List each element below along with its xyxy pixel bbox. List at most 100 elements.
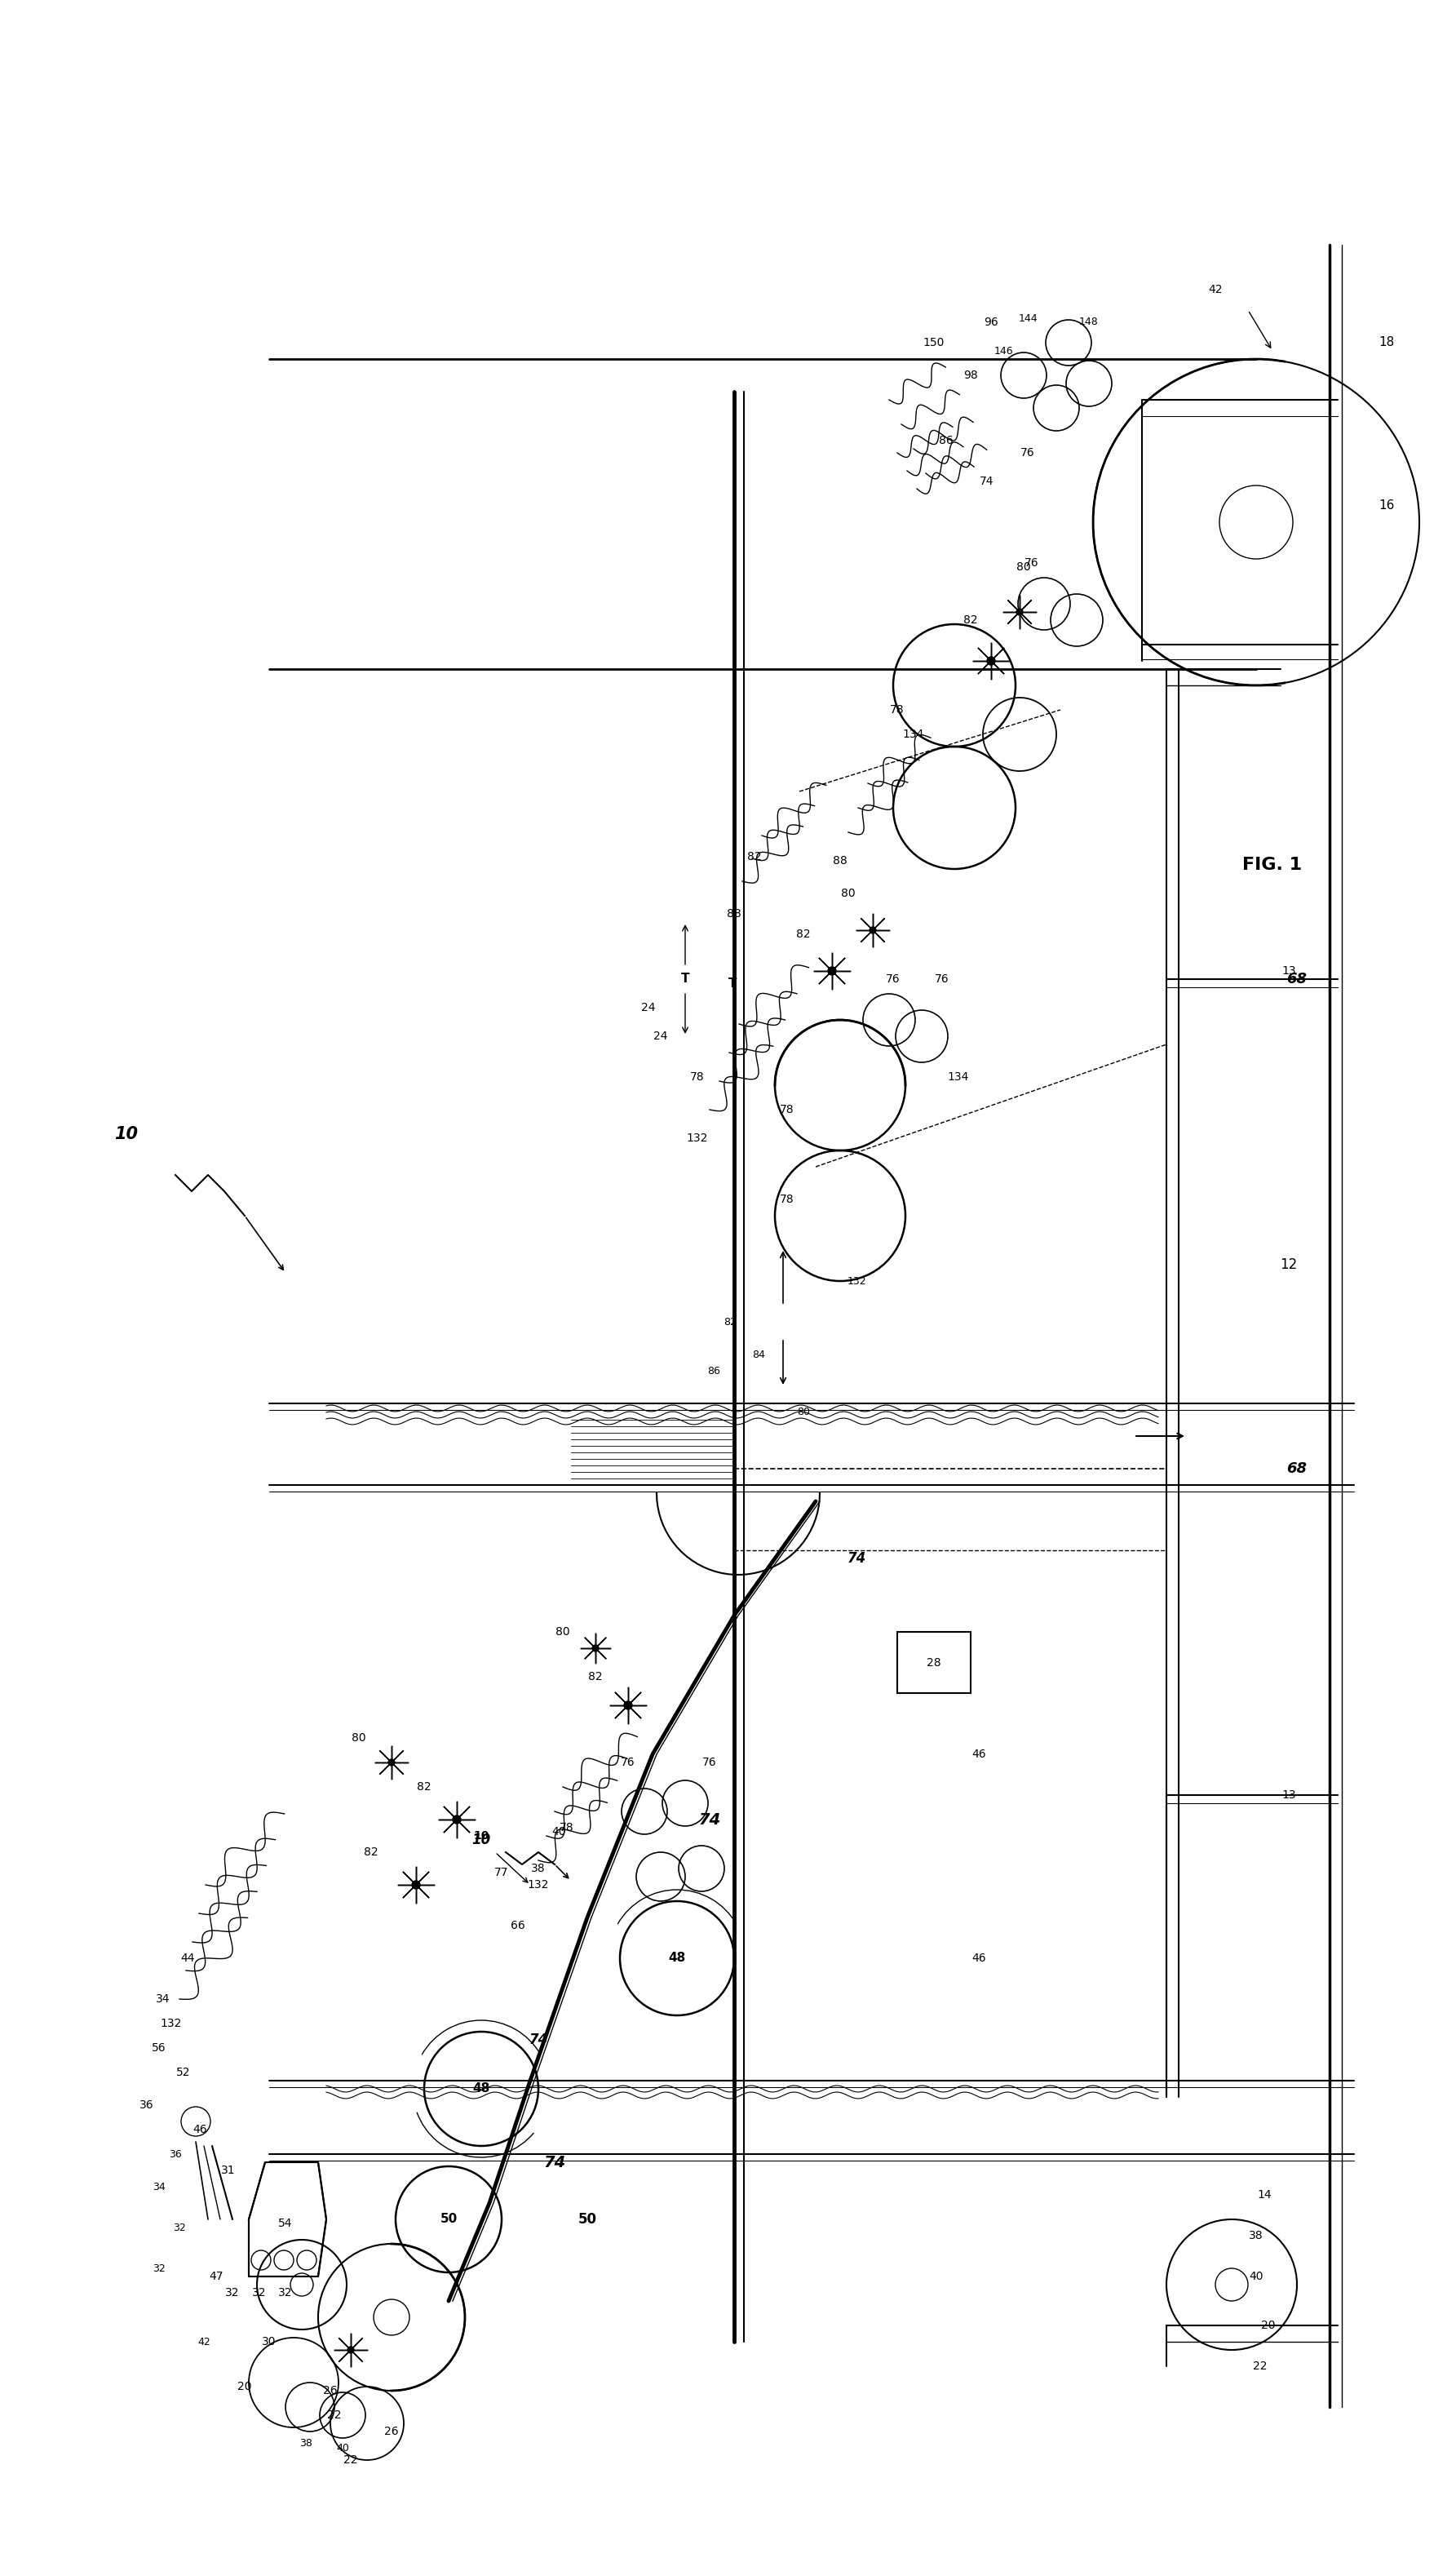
Text: 82: 82 (416, 1782, 431, 1792)
Text: 52: 52 (176, 2067, 191, 2077)
Text: 48: 48 (473, 2083, 489, 2095)
Text: 80: 80 (352, 1733, 365, 1744)
Circle shape (869, 928, 877, 933)
Text: 40: 40 (1249, 2271, 1264, 2281)
Text: 32: 32 (278, 2286, 293, 2299)
Circle shape (453, 1815, 462, 1823)
Circle shape (389, 1759, 395, 1766)
Text: 10: 10 (473, 1830, 489, 1840)
Text: 74: 74 (699, 1812, 721, 1828)
Text: 74: 74 (543, 2154, 566, 2169)
Text: 31: 31 (221, 2164, 236, 2177)
Text: 78: 78 (780, 1104, 795, 1116)
Text: 88: 88 (727, 907, 741, 920)
Text: 78: 78 (890, 704, 904, 716)
Text: FIG. 1: FIG. 1 (1242, 856, 1302, 874)
Text: 28: 28 (927, 1657, 941, 1670)
Text: 132: 132 (687, 1132, 708, 1145)
Text: 74: 74 (847, 1552, 866, 1565)
Text: 80: 80 (1016, 561, 1031, 574)
Text: 20: 20 (1261, 2320, 1275, 2332)
Text: 22: 22 (344, 2455, 358, 2465)
Text: 82: 82 (964, 614, 978, 627)
Text: 42: 42 (198, 2337, 210, 2348)
Text: 88: 88 (833, 854, 847, 867)
Text: 30: 30 (262, 2335, 277, 2348)
Text: 22: 22 (1254, 2360, 1267, 2373)
Text: 34: 34 (156, 1993, 170, 2004)
Text: 132: 132 (160, 2019, 182, 2029)
Text: 32: 32 (226, 2286, 240, 2299)
Text: 13: 13 (1281, 966, 1296, 976)
Text: 144: 144 (1018, 314, 1037, 324)
Text: 22: 22 (328, 2409, 342, 2422)
Text: 76: 76 (935, 974, 949, 984)
Text: 40: 40 (552, 1825, 566, 1838)
Text: 78: 78 (780, 1193, 795, 1206)
Text: 82: 82 (796, 928, 811, 941)
Text: 54: 54 (278, 2218, 293, 2230)
Bar (897, 1631, 971, 1693)
Text: 134: 134 (903, 729, 925, 739)
Text: 86: 86 (939, 436, 954, 446)
Text: T: T (728, 976, 737, 989)
Text: 44: 44 (181, 1953, 195, 1963)
Text: 46: 46 (971, 1749, 986, 1759)
Text: 34: 34 (153, 2182, 166, 2192)
Text: 68: 68 (1287, 971, 1307, 986)
Text: 84: 84 (753, 1348, 764, 1359)
Text: 32: 32 (153, 2264, 166, 2274)
Text: 32: 32 (252, 2286, 266, 2299)
Text: 50: 50 (440, 2213, 457, 2225)
Text: 82: 82 (747, 851, 761, 862)
Circle shape (593, 1644, 598, 1652)
Text: 82: 82 (364, 1845, 379, 1858)
Text: 80: 80 (556, 1626, 569, 1636)
Text: 76: 76 (1025, 558, 1040, 568)
Text: 24: 24 (641, 1002, 655, 1015)
Text: T: T (681, 974, 690, 986)
Text: 76: 76 (620, 1756, 635, 1769)
Text: 47: 47 (210, 2271, 223, 2281)
Text: 82: 82 (588, 1672, 603, 1682)
Circle shape (348, 2348, 354, 2353)
Text: 96: 96 (984, 316, 999, 329)
Text: 80: 80 (842, 887, 856, 900)
Text: 38: 38 (531, 1863, 546, 1874)
Text: 50: 50 (578, 2213, 597, 2228)
Text: 26: 26 (323, 2386, 338, 2396)
Text: 68: 68 (1287, 1461, 1307, 1476)
Text: 98: 98 (964, 370, 978, 380)
Text: 78: 78 (559, 1823, 574, 1833)
Text: 38: 38 (1249, 2230, 1264, 2241)
Text: 12: 12 (1280, 1257, 1297, 1272)
Circle shape (987, 658, 994, 665)
Circle shape (412, 1881, 421, 1889)
Text: 77: 77 (495, 1866, 508, 1879)
Text: 78: 78 (690, 1071, 705, 1083)
Text: 134: 134 (948, 1071, 970, 1083)
Text: 26: 26 (384, 2427, 399, 2437)
Text: 46: 46 (971, 1953, 986, 1963)
Text: 38: 38 (300, 2439, 313, 2450)
Text: 24: 24 (654, 1030, 668, 1043)
Text: 76: 76 (1021, 446, 1035, 459)
Text: 10: 10 (115, 1127, 138, 1142)
Text: 148: 148 (1079, 316, 1099, 329)
Text: 76: 76 (887, 974, 900, 984)
Text: 16: 16 (1379, 500, 1395, 512)
Text: 80: 80 (796, 1407, 810, 1417)
Circle shape (1016, 609, 1024, 614)
Circle shape (828, 966, 836, 976)
Text: 32: 32 (173, 2223, 186, 2233)
Text: 76: 76 (702, 1756, 716, 1769)
Text: 82: 82 (724, 1315, 737, 1328)
Text: 18: 18 (1379, 336, 1395, 349)
Text: 86: 86 (708, 1366, 721, 1376)
Text: 132: 132 (527, 1879, 549, 1891)
Circle shape (625, 1700, 632, 1710)
Text: 36: 36 (169, 2149, 182, 2159)
Text: 56: 56 (151, 2042, 166, 2054)
Text: 10: 10 (472, 1833, 491, 1848)
Text: 20: 20 (237, 2381, 252, 2394)
